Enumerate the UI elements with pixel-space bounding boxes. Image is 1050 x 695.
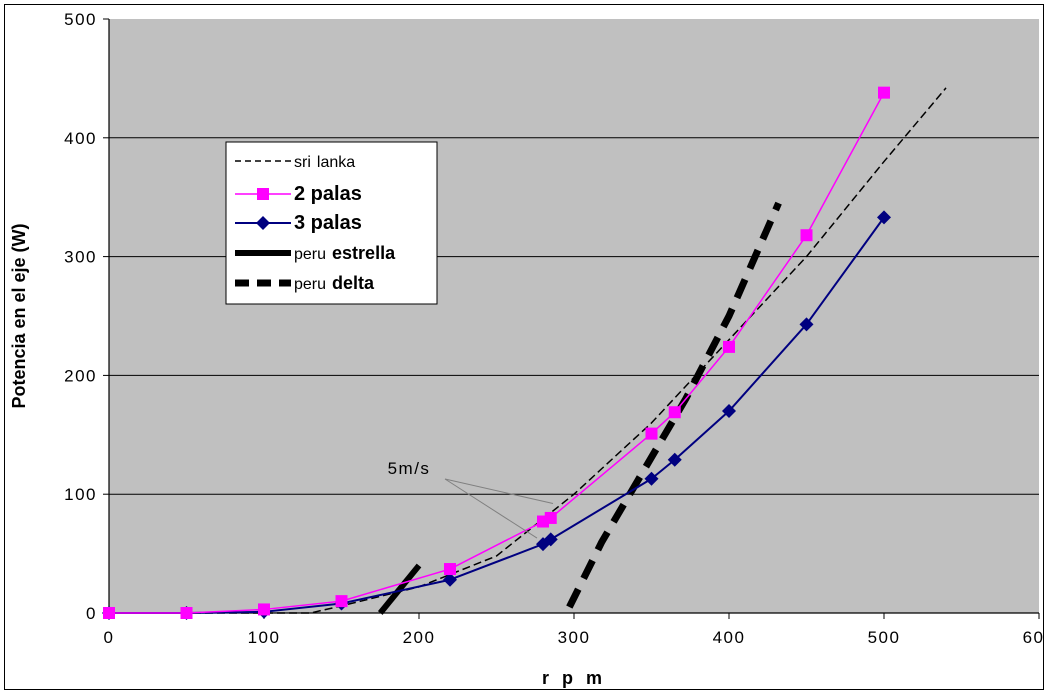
legend-label-part: 3 palas xyxy=(294,212,362,234)
annotation-group: 5m/s xyxy=(388,459,554,539)
legend-item: sri lanka xyxy=(235,154,355,171)
series-line xyxy=(566,201,782,609)
line-chart: 0 100 200 300 400 500 0 100 200 300 400 500 600 5m/… xyxy=(9,10,1045,688)
x-tick-label: 500 xyxy=(868,628,901,647)
legend-label-part: sri xyxy=(294,154,311,171)
y-tick-label: 400 xyxy=(64,129,97,148)
x-tick-label: 300 xyxy=(558,628,591,647)
annotation-label: 5m/s xyxy=(388,459,431,478)
legend-label-part: 2 palas xyxy=(294,183,362,205)
annotation-leader xyxy=(444,478,554,505)
data-point xyxy=(877,210,891,225)
legend-label-part: estrella xyxy=(332,243,396,263)
data-point xyxy=(103,607,115,619)
plot-area xyxy=(109,19,1039,613)
data-point xyxy=(444,563,456,576)
y-axis-title: Potencia en el eje (W) xyxy=(9,223,29,408)
x-tick-label: 0 xyxy=(104,628,115,647)
data-point xyxy=(443,572,457,587)
data-point xyxy=(722,404,736,419)
series-line xyxy=(109,87,947,614)
y-axis-ticks: 0 100 200 300 400 500 xyxy=(64,10,109,623)
legend-label: 2 palas xyxy=(294,183,362,205)
legend-label-part: peru xyxy=(294,276,326,293)
series-group xyxy=(102,86,947,620)
data-point xyxy=(544,511,557,524)
legend-label: peru delta xyxy=(294,273,375,293)
chart-container: 0 100 200 300 400 500 0 100 200 300 400 500 600 5m/… xyxy=(4,4,1045,690)
y-tick-label: 500 xyxy=(64,10,97,29)
y-tick-label: 200 xyxy=(64,366,97,385)
legend-label: 3 palas xyxy=(294,212,362,234)
legend: sri lanka 2 palas 3 palas peru estrella peru de… xyxy=(225,141,438,305)
series-line xyxy=(377,563,422,615)
data-point xyxy=(645,427,658,440)
annotation-leader xyxy=(444,478,538,539)
legend-label: peru estrella xyxy=(294,243,396,263)
series-peru-estrella xyxy=(377,563,422,615)
legend-marker xyxy=(257,188,269,200)
data-point xyxy=(667,452,682,467)
data-point xyxy=(258,603,270,616)
data-point xyxy=(644,471,659,486)
y-tick-label: 100 xyxy=(64,485,97,504)
data-point xyxy=(723,340,735,353)
legend-label-part: delta xyxy=(332,273,375,293)
data-point xyxy=(543,532,558,547)
legend-item: 3 palas xyxy=(235,212,362,234)
legend-item: peru delta xyxy=(235,273,375,293)
data-point xyxy=(668,406,681,419)
legend-label-part: peru xyxy=(294,246,326,263)
x-tick-label: 400 xyxy=(713,628,746,647)
data-point xyxy=(878,86,890,99)
legend-label: sri lanka xyxy=(294,154,355,171)
x-tick-label: 100 xyxy=(248,628,281,647)
y-tick-label: 0 xyxy=(86,604,97,623)
series-sri-lanka xyxy=(109,87,947,614)
x-axis-title: r p m xyxy=(542,668,606,688)
y-tick-label: 300 xyxy=(64,248,97,267)
series-2-palas xyxy=(103,86,890,619)
legend-marker xyxy=(256,216,270,230)
data-point xyxy=(800,229,813,242)
data-point xyxy=(180,607,193,619)
x-axis-ticks: 0 100 200 300 400 500 600 xyxy=(104,613,1045,647)
legend-item: 2 palas xyxy=(235,183,362,205)
data-point xyxy=(799,317,814,332)
x-tick-label: 200 xyxy=(403,628,436,647)
legend-label-part: lanka xyxy=(317,154,355,171)
data-point xyxy=(335,595,348,608)
series-peru-delta xyxy=(566,201,782,609)
x-tick-label: 600 xyxy=(1023,628,1045,647)
legend-item: peru estrella xyxy=(235,243,396,263)
